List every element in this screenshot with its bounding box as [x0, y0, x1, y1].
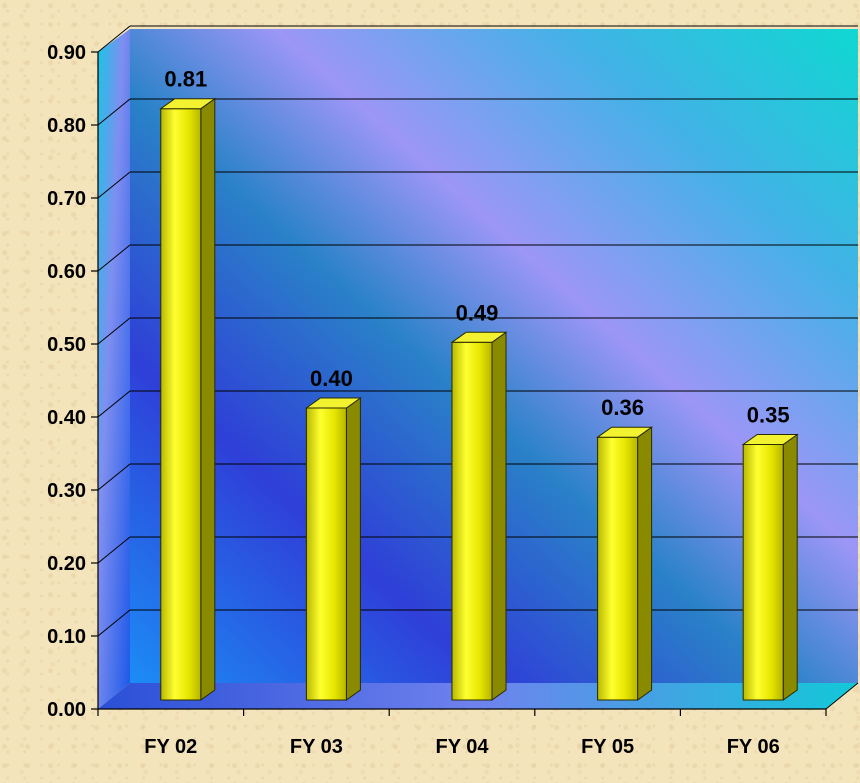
bar — [741, 433, 799, 701]
bar-front — [451, 341, 493, 701]
gridline-side — [97, 390, 131, 418]
bar — [596, 426, 654, 701]
x-tick-label: FY 05 — [581, 736, 634, 758]
bar-front — [597, 436, 639, 701]
gridline-side — [97, 317, 131, 345]
y-tick-label: 0.50 — [47, 334, 86, 356]
category-labels: FY 02 FY 03 FY 04 FY 05 FY 06 — [144, 736, 779, 758]
value-labels: 0.81 0.40 0.49 0.36 0.35 — [164, 67, 789, 428]
bar-side — [637, 426, 653, 701]
gridline-side — [97, 609, 131, 637]
y-tick-label: 0.60 — [47, 261, 86, 283]
gridline-side — [97, 463, 131, 491]
bar-side — [491, 331, 507, 701]
gridline-side — [97, 536, 131, 564]
bar-front — [305, 407, 347, 701]
bar — [159, 97, 217, 701]
bar-top — [304, 397, 362, 409]
x-tick-label: FY 02 — [144, 736, 197, 758]
side-wall — [98, 29, 130, 709]
gridline-side — [97, 25, 131, 53]
bar-top — [741, 434, 799, 445]
data-label: 0.36 — [601, 395, 644, 420]
gridline-side — [97, 98, 131, 126]
bar-side — [782, 433, 798, 701]
bar-front — [742, 444, 784, 701]
bar-top — [596, 426, 654, 438]
y-tick-label: 0.40 — [47, 407, 86, 429]
y-tick-label: 0.70 — [47, 188, 86, 210]
x-tick-label: FY 04 — [436, 736, 490, 758]
y-tick-label: 0.20 — [47, 553, 86, 575]
bar-top — [450, 331, 508, 343]
gridlines — [97, 25, 858, 637]
data-label: 0.49 — [456, 300, 499, 325]
x-axis-ticks — [97, 709, 827, 716]
y-tick-label: 0.80 — [47, 115, 86, 137]
floor-edge — [825, 682, 859, 710]
data-label: 0.40 — [310, 366, 353, 391]
bar-side — [345, 397, 361, 701]
x-tick-label: FY 03 — [290, 736, 343, 758]
bar — [304, 397, 362, 701]
gridline-side — [97, 171, 131, 199]
bar-top — [159, 98, 217, 110]
data-label: 0.81 — [164, 67, 207, 92]
y-tick-label: 0.30 — [47, 480, 86, 502]
data-label: 0.35 — [747, 403, 790, 428]
x-tick-label: FY 06 — [727, 736, 780, 758]
y-tick-label: 0.90 — [47, 42, 86, 64]
bars — [159, 97, 799, 701]
bar — [450, 331, 508, 701]
gridline-side — [97, 244, 131, 272]
y-tick-label: 0.10 — [47, 626, 86, 648]
bar-front — [160, 108, 202, 701]
y-tick-label: 0.00 — [47, 699, 86, 721]
bar-side — [200, 97, 216, 701]
y-axis-ticks: 0.00 0.10 0.20 0.30 0.40 0.50 0.60 0.70 0.80 0.90 — [47, 42, 98, 721]
